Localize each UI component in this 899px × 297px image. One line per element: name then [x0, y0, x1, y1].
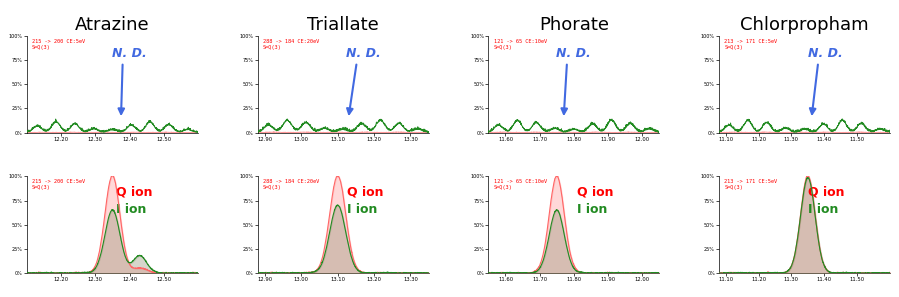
Text: 121 -> 65 CE:10eV
S=Q(3): 121 -> 65 CE:10eV S=Q(3) [494, 39, 547, 50]
Text: N. D.: N. D. [346, 47, 381, 60]
Text: 288 -> 184 CE:20eV
S=Q(3): 288 -> 184 CE:20eV S=Q(3) [263, 39, 319, 50]
Text: N. D.: N. D. [807, 47, 842, 60]
Text: I ion: I ion [808, 203, 839, 216]
Title: Atrazine: Atrazine [76, 16, 150, 34]
Text: I ion: I ion [577, 203, 608, 216]
Text: Q ion: Q ion [808, 186, 844, 199]
Text: 215 -> 200 CE:5eV
S=Q(3): 215 -> 200 CE:5eV S=Q(3) [32, 39, 85, 50]
Text: 121 -> 65 CE:10eV
S=Q(3): 121 -> 65 CE:10eV S=Q(3) [494, 179, 547, 190]
Title: Chlorpropham: Chlorpropham [740, 16, 868, 34]
Title: Triallate: Triallate [307, 16, 379, 34]
Text: Q ion: Q ion [116, 186, 152, 199]
Text: N. D.: N. D. [112, 47, 147, 60]
Title: Phorate: Phorate [539, 16, 609, 34]
Text: 213 -> 171 CE:5eV
S=Q(3): 213 -> 171 CE:5eV S=Q(3) [725, 39, 778, 50]
Text: Q ion: Q ion [577, 186, 614, 199]
Text: 213 -> 171 CE:5eV
S=Q(3): 213 -> 171 CE:5eV S=Q(3) [725, 179, 778, 190]
Text: 288 -> 184 CE:20eV
S=Q(3): 288 -> 184 CE:20eV S=Q(3) [263, 179, 319, 190]
Text: N. D.: N. D. [556, 47, 592, 60]
Text: Q ion: Q ion [346, 186, 383, 199]
Text: 215 -> 200 CE:5eV
S=Q(3): 215 -> 200 CE:5eV S=Q(3) [32, 179, 85, 190]
Text: I ion: I ion [116, 203, 147, 216]
Text: I ion: I ion [346, 203, 377, 216]
